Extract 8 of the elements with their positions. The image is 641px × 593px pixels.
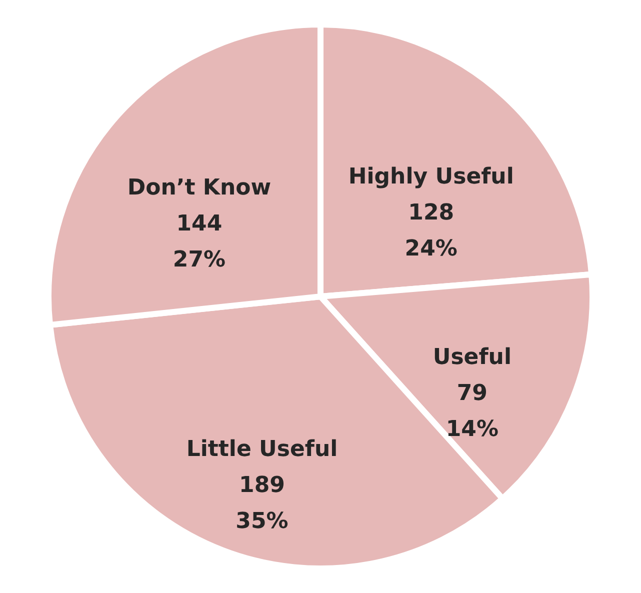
data-label: 144 27% (172, 211, 226, 272)
data-label: 79 14% (446, 380, 499, 442)
slice-label: Don’t Know (127, 175, 272, 200)
data-label: 189 35% (236, 472, 288, 534)
data-label: 128 24% (404, 200, 458, 262)
slice-label: Little Useful (186, 436, 338, 462)
slice-label: Useful (432, 344, 512, 370)
slice-label: Highly Useful (348, 164, 514, 190)
